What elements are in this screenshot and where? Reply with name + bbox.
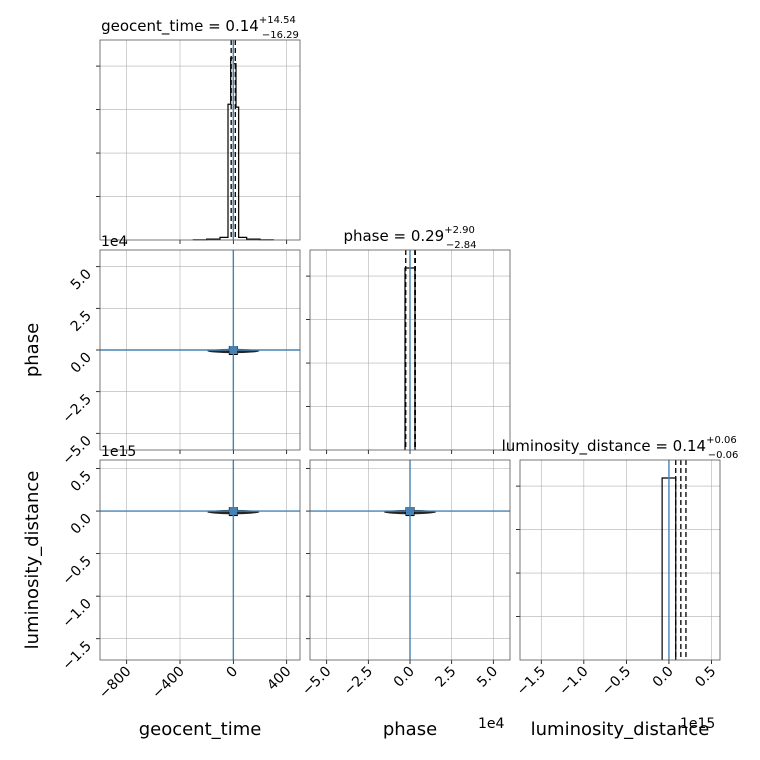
- tick-label-x-phase: −2.5: [341, 664, 376, 699]
- tick-label-x-luminosity-distance: −1.5: [514, 664, 549, 699]
- tick-label-y-phase: −2.5: [59, 391, 94, 426]
- tick-label-x-luminosity-distance: 0.0: [650, 664, 677, 691]
- tick-label-x-geocent-time: 0: [224, 664, 242, 682]
- title-geocent-time: geocent_time = 0.14+14.54 −16.29: [101, 15, 299, 41]
- truth-marker: [229, 507, 238, 516]
- title-luminosity-distance: luminosity_distance = 0.14+0.06 −0.06: [502, 435, 739, 461]
- tick-label-y-phase: 2.5: [68, 308, 95, 335]
- tick-label-x-phase: −5.0: [299, 664, 334, 699]
- tick-label-x-phase: 2.5: [432, 664, 459, 691]
- panel-luminosity-distance-vs-phase: [306, 459, 511, 664]
- offset-text-luminosity-distance-y: 1e15: [101, 444, 136, 460]
- tick-label-x-luminosity-distance: 0.5: [692, 664, 719, 691]
- tick-label-y-phase: 0.0: [68, 350, 95, 377]
- panel-luminosity-distance-vs-geocent-time: [96, 459, 301, 664]
- ylabel-phase: phase: [22, 323, 43, 377]
- ylabel-luminosity-distance: luminosity_distance: [22, 471, 43, 650]
- axes-frame: [99, 39, 301, 241]
- axes-frame: [99, 249, 301, 451]
- title-phase: phase = 0.29+2.90 −2.84: [343, 225, 476, 251]
- tick-labels: −800 −400 0 400 −5.0 −2.5 0.0 2.5 5.0 −1.5 −1.0 −0.…: [59, 266, 719, 702]
- tick-label-y-phase: 5.0: [68, 266, 95, 293]
- xlabel-phase: phase: [383, 719, 437, 740]
- truth-marker: [229, 346, 238, 354]
- panel-geocent-time-hist: [96, 39, 301, 244]
- tick-label-x-phase: 5.0: [474, 664, 501, 691]
- axes-frame: [309, 249, 511, 451]
- xlabel-luminosity-distance: luminosity_distance: [531, 719, 710, 740]
- xlabel-geocent-time: geocent_time: [139, 719, 262, 740]
- truth-marker: [406, 507, 414, 516]
- panel-phase-vs-geocent-time: [96, 249, 301, 454]
- tick-label-y-phase: −5.0: [59, 433, 94, 468]
- offset-text-phase-y: 1e4: [101, 234, 128, 250]
- tick-label-x-luminosity-distance: −1.0: [556, 664, 591, 699]
- panel-phase-hist: [306, 249, 511, 454]
- tick-label-x-geocent-time: −400: [149, 664, 188, 703]
- axes-frame: [99, 459, 301, 661]
- tick-label-y-luminosity-distance: 0.5: [68, 468, 95, 495]
- tick-label-x-phase: 0.0: [391, 664, 418, 691]
- tick-label-y-luminosity-distance: 0.0: [68, 511, 95, 538]
- tick-label-y-luminosity-distance: −1.5: [59, 638, 94, 673]
- tick-label-x-luminosity-distance: −0.5: [599, 664, 634, 699]
- tick-label-y-luminosity-distance: −0.5: [59, 553, 94, 588]
- tick-label-x-geocent-time: −800: [96, 664, 135, 703]
- offset-text-luminosity-distance-x: 1e15: [680, 716, 715, 732]
- tick-label-x-geocent-time: 400: [264, 664, 294, 694]
- tick-label-y-luminosity-distance: −1.0: [59, 596, 94, 631]
- axes-frame: [519, 459, 721, 661]
- offset-text-phase-x: 1e4: [478, 716, 505, 732]
- axes-frame: [309, 459, 511, 661]
- panel-luminosity-distance-hist: [516, 459, 721, 664]
